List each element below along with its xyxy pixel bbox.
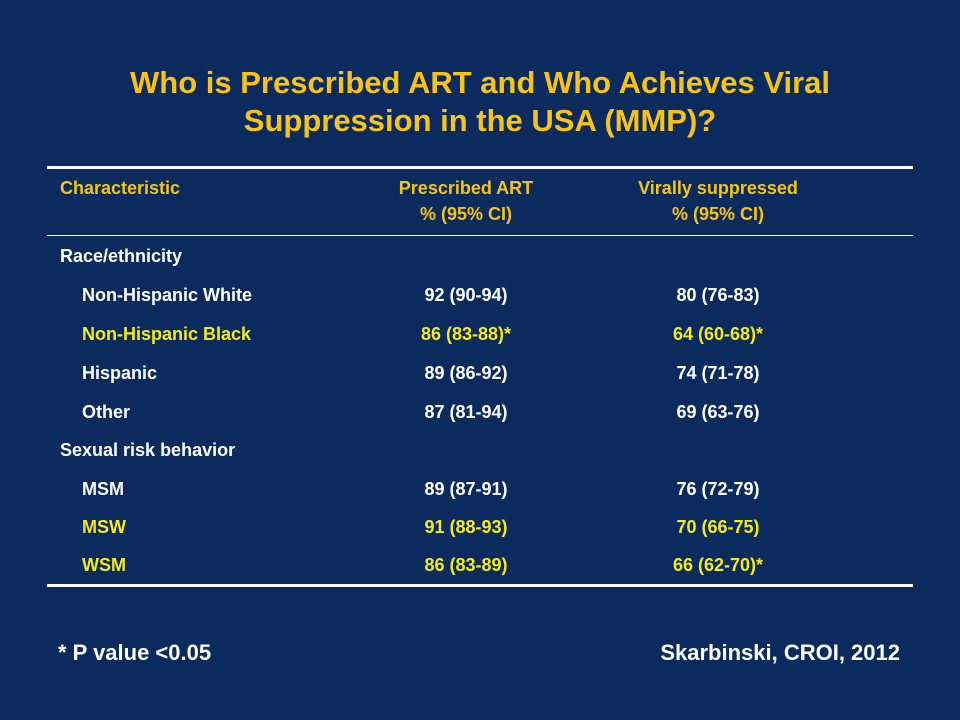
table-row-highlighted: Non-Hispanic Black 86 (83-88)* 64 (60-68…: [0, 315, 960, 353]
header-vs-line2: % (95% CI): [671, 204, 765, 224]
table-row: Non-Hispanic White 92 (90-94) 80 (76-83): [0, 276, 960, 314]
row-label: MSW: [82, 517, 126, 537]
row-art-value: 87 (81-94): [424, 402, 508, 422]
row-vs-value: 76 (72-79): [676, 479, 760, 499]
row-label: Non-Hispanic Black: [82, 324, 252, 344]
table-row-group: Race/ethnicity: [0, 237, 960, 275]
row-vs-value: 69 (63-76): [676, 402, 760, 422]
table-row: Hispanic 89 (86-92) 74 (71-78): [0, 354, 960, 392]
row-art-value: 91 (88-93): [424, 517, 508, 537]
slide-title: Who is Prescribed ART and Who Achieves V…: [130, 65, 830, 138]
table-row: MSM 89 (87-91) 76 (72-79): [0, 470, 960, 508]
row-label: MSM: [82, 479, 124, 499]
row-vs-value: 74 (71-78): [676, 363, 760, 383]
row-vs-value: 64 (60-68)*: [672, 324, 764, 344]
header-characteristic: Characteristic: [60, 178, 181, 198]
row-label: Race/ethnicity: [60, 246, 183, 266]
table-row: Other 87 (81-94) 69 (63-76): [0, 393, 960, 431]
table-row-highlighted: MSW 91 (88-93) 70 (66-75): [0, 508, 960, 546]
row-art-value: 89 (87-91): [424, 479, 508, 499]
row-label: Other: [82, 402, 131, 422]
header-virally-suppressed: Virally suppressed % (95% CI): [588, 175, 848, 227]
row-label: Non-Hispanic White: [82, 285, 252, 305]
table-row-highlighted: WSM 86 (83-89) 66 (62-70)*: [0, 546, 960, 584]
header-art-line1: Prescribed ART: [398, 178, 534, 198]
header-vs-line1: Virally suppressed: [638, 178, 798, 198]
row-art-value: 86 (83-89): [424, 555, 508, 575]
row-vs-value: 80 (76-83): [676, 285, 760, 305]
table-header-rule: [47, 235, 913, 236]
row-art-value: 86 (83-88)*: [420, 324, 512, 344]
table-top-rule: [47, 166, 913, 169]
header-art-line2: % (95% CI): [419, 204, 513, 224]
table-bottom-rule: [47, 584, 913, 587]
row-art-value: 89 (86-92): [424, 363, 508, 383]
citation: Skarbinski, CROI, 2012: [660, 640, 900, 665]
row-label: Sexual risk behavior: [60, 440, 236, 460]
row-label: WSM: [82, 555, 126, 575]
row-label: Hispanic: [82, 363, 158, 383]
row-vs-value: 70 (66-75): [676, 517, 760, 537]
footnote: * P value <0.05: [58, 640, 212, 665]
header-prescribed-art: Prescribed ART % (95% CI): [336, 175, 596, 227]
row-vs-value: 66 (62-70)*: [672, 555, 764, 575]
table-row-group: Sexual risk behavior: [0, 431, 960, 469]
row-art-value: 92 (90-94): [424, 285, 508, 305]
